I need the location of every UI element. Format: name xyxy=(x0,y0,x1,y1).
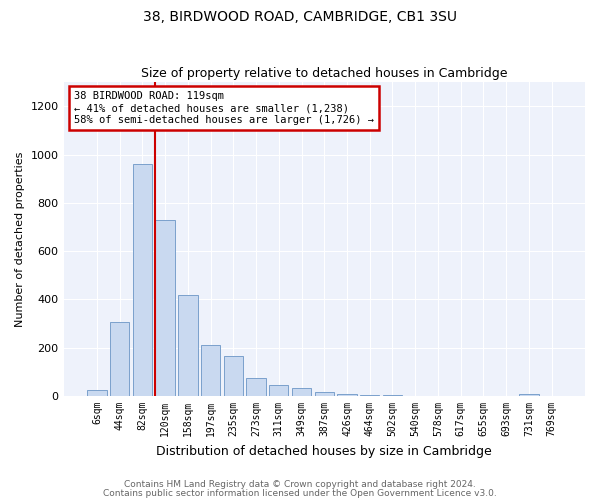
Bar xyxy=(269,384,289,396)
Y-axis label: Number of detached properties: Number of detached properties xyxy=(15,152,25,326)
Bar xyxy=(178,294,197,396)
Title: Size of property relative to detached houses in Cambridge: Size of property relative to detached ho… xyxy=(141,66,508,80)
Text: Contains HM Land Registry data © Crown copyright and database right 2024.: Contains HM Land Registry data © Crown c… xyxy=(124,480,476,489)
Bar xyxy=(247,378,266,396)
Bar xyxy=(519,394,539,396)
Bar xyxy=(87,390,107,396)
Text: 38 BIRDWOOD ROAD: 119sqm
← 41% of detached houses are smaller (1,238)
58% of sem: 38 BIRDWOOD ROAD: 119sqm ← 41% of detach… xyxy=(74,92,374,124)
Bar xyxy=(360,395,379,396)
Bar xyxy=(337,394,356,396)
Bar xyxy=(292,388,311,396)
Bar xyxy=(110,322,130,396)
Text: Contains public sector information licensed under the Open Government Licence v3: Contains public sector information licen… xyxy=(103,488,497,498)
Bar xyxy=(224,356,243,396)
Bar xyxy=(133,164,152,396)
Bar xyxy=(314,392,334,396)
Bar xyxy=(201,346,220,396)
Text: 38, BIRDWOOD ROAD, CAMBRIDGE, CB1 3SU: 38, BIRDWOOD ROAD, CAMBRIDGE, CB1 3SU xyxy=(143,10,457,24)
X-axis label: Distribution of detached houses by size in Cambridge: Distribution of detached houses by size … xyxy=(157,444,492,458)
Bar xyxy=(155,220,175,396)
